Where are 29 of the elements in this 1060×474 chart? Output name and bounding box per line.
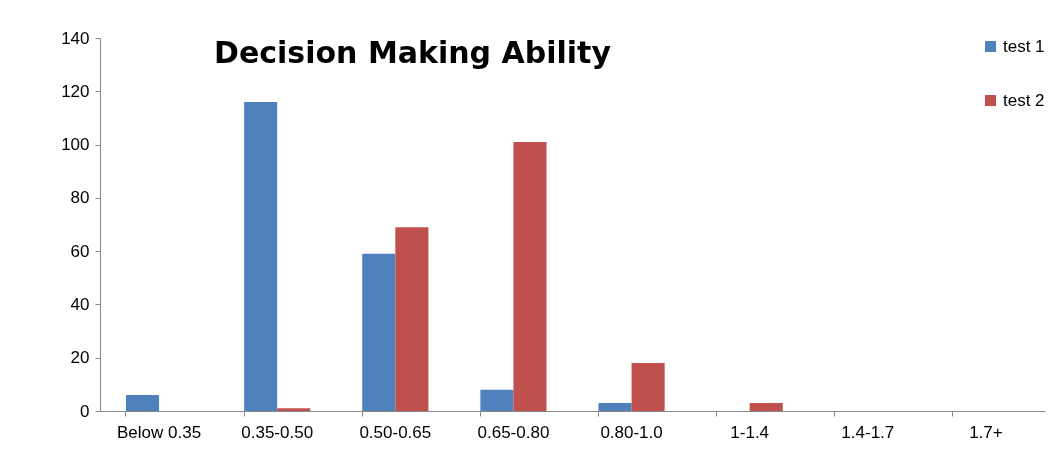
bar bbox=[598, 403, 632, 411]
y-tick-label: 80 bbox=[70, 188, 90, 208]
y-tick-label: 60 bbox=[70, 241, 90, 261]
legend-label: test 1 bbox=[1003, 36, 1045, 56]
bar bbox=[277, 408, 311, 411]
y-tick-label: 120 bbox=[61, 81, 90, 101]
bar bbox=[244, 101, 278, 411]
y-tick-label: 0 bbox=[80, 401, 90, 421]
x-tick-label: 1-1.4 bbox=[730, 422, 770, 442]
bar bbox=[513, 141, 547, 411]
x-tick-label: Below 0.35 bbox=[117, 422, 202, 442]
bar bbox=[362, 253, 396, 411]
x-tick-label: 0.50-0.65 bbox=[359, 422, 432, 442]
bar bbox=[631, 363, 665, 411]
x-tick-label: 0.65-0.80 bbox=[477, 422, 550, 442]
x-tick-label: 0.80-1.0 bbox=[600, 422, 663, 442]
chart-title: Decision Making Ability bbox=[214, 35, 612, 70]
x-tick-label: 1.4-1.7 bbox=[841, 422, 895, 442]
bar bbox=[749, 403, 783, 411]
y-tick-label: 100 bbox=[61, 135, 90, 155]
x-tick-label: 1.7+ bbox=[969, 422, 1003, 442]
y-tick-label: 140 bbox=[61, 28, 90, 48]
bar bbox=[125, 395, 160, 411]
legend-label: test 2 bbox=[1003, 90, 1045, 110]
x-tick-label: 0.35-0.50 bbox=[241, 422, 314, 442]
bar bbox=[395, 227, 429, 411]
bar bbox=[480, 389, 514, 411]
y-tick-label: 40 bbox=[70, 294, 90, 314]
y-tick-label: 20 bbox=[70, 348, 90, 368]
